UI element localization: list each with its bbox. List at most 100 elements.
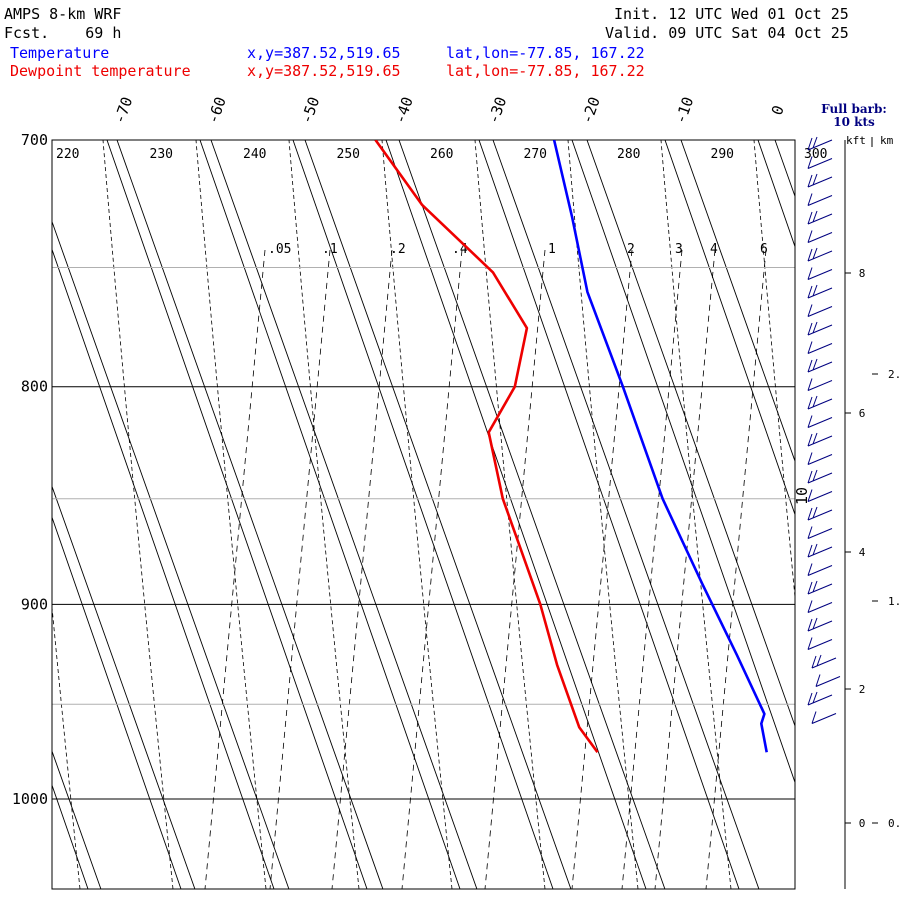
wind-barb-staff <box>807 509 833 521</box>
wind-barb-feather <box>812 321 818 334</box>
moist-adiabat-line <box>195 140 267 889</box>
isotherm-label: -70 <box>110 94 136 126</box>
wind-barb-staff <box>807 287 833 299</box>
wind-barb <box>807 193 833 206</box>
wind-barb <box>807 378 833 391</box>
wind-barb-feather <box>807 156 813 169</box>
mixing-ratio-label: 4 <box>710 242 718 257</box>
theta-label: 300 <box>804 147 827 162</box>
wind-barb <box>807 230 833 243</box>
wind-barb-staff <box>807 417 833 428</box>
isotherm-label: -20 <box>578 94 604 126</box>
wind-barb-feather <box>807 396 813 410</box>
wind-barb <box>807 600 833 613</box>
wind-barb <box>811 711 837 724</box>
wind-barb <box>811 654 837 669</box>
isotherm-line <box>680 140 795 463</box>
wind-barb-staff <box>807 380 833 391</box>
wind-barb <box>807 617 833 632</box>
dry-adiabat-line <box>52 248 275 889</box>
init-value: 12 UTC Wed 01 Oct 25 <box>668 5 849 23</box>
wind-barb <box>807 173 833 188</box>
wind-barb-feather <box>812 617 818 630</box>
wind-barb-feather <box>812 210 818 223</box>
wind-barb-feather <box>807 359 813 373</box>
model-title: AMPS 8-km WRF <box>4 5 122 23</box>
isotherm-line <box>52 485 196 889</box>
mixing-ratio-line <box>331 249 393 889</box>
wind-barb-staff <box>807 343 833 354</box>
wind-barb-staff <box>807 195 833 206</box>
isotherm-line <box>869 140 900 889</box>
wind-barb-feather <box>807 415 813 428</box>
wind-barb-feather <box>811 711 817 724</box>
mixing-ratio-label: .1 <box>322 242 338 257</box>
wind-barb-staff <box>807 250 833 262</box>
dewpoint-line <box>374 140 599 753</box>
dry-adiabat-line <box>851 140 900 889</box>
mixing-ratio-label: 3 <box>675 242 683 257</box>
wind-barb <box>807 156 833 169</box>
wind-barb-feather <box>807 211 813 225</box>
moist-adiabat-line <box>753 140 795 602</box>
wind-barb-feather <box>807 489 813 502</box>
wind-barb-feather <box>807 470 813 484</box>
wind-barb-staff <box>807 232 833 243</box>
plot-frame <box>51 139 796 890</box>
valid-time: Valid. 09 UTC Sat 04 Oct 25 <box>605 24 849 42</box>
moist-adiabat-line <box>660 140 732 889</box>
wind-barb-feather <box>812 543 818 556</box>
dry-adiabat-line <box>292 140 554 889</box>
wind-barb-feather <box>807 544 813 558</box>
wind-barb-staff <box>807 435 833 447</box>
wind-barb <box>807 321 833 336</box>
moist-adiabat-line <box>288 140 360 889</box>
wind-note-line2: 10 kts <box>833 115 875 129</box>
wind-barb <box>807 469 833 484</box>
height-ticks: 8 6 4 2 0 2. 1. 0. <box>845 267 900 830</box>
mixing-ratio-line <box>484 249 546 889</box>
wind-barb-staff <box>807 324 833 336</box>
wind-barb-staff <box>807 361 833 373</box>
wind-barb-staff <box>807 472 833 484</box>
wind-barb-feather <box>812 469 818 482</box>
wind-barb-feather <box>812 691 818 704</box>
pressure-tick-label: 800 <box>21 378 48 396</box>
wind-barb-staff <box>815 676 841 687</box>
wind-barb-feather <box>812 247 818 260</box>
theta-label: 260 <box>430 147 453 162</box>
wind-barb-staff <box>807 269 833 280</box>
wind-barb-staff <box>807 602 833 613</box>
isotherm-line <box>304 140 572 889</box>
wind-barb <box>807 563 833 576</box>
theta-label: 270 <box>524 147 547 162</box>
kft-tick-label: 4 <box>859 546 866 559</box>
isotherm-line <box>116 140 384 889</box>
pressure-tick-label: 1000 <box>12 790 48 808</box>
wind-barb-staff <box>807 454 833 465</box>
wind-barb-staff <box>807 528 833 539</box>
km-tick-label: 1. <box>888 595 900 608</box>
wind-barb-feather <box>812 395 818 408</box>
mixing-ratio-line <box>204 249 266 889</box>
mixing-ratio-line <box>654 249 716 889</box>
wind-barb <box>807 691 833 706</box>
theta-label: 240 <box>243 147 266 162</box>
wind-barb-feather <box>815 674 821 687</box>
wind-barb-feather <box>807 581 813 595</box>
wind-barb-feather <box>807 692 813 706</box>
wind-barb <box>807 489 833 502</box>
fcst-value: 69 h <box>85 24 122 42</box>
mixing-ratio-label: .4 <box>452 242 468 257</box>
wind-barb <box>807 341 833 354</box>
legend-dewpoint-latlon: lat,lon=-77.85, 167.22 <box>446 62 645 80</box>
wind-barb-feather <box>807 341 813 354</box>
moist-adiabat-line <box>102 140 174 889</box>
wind-barb-feather <box>811 655 817 669</box>
wind-barb-feather <box>807 285 813 299</box>
init-label: Init. <box>614 5 660 23</box>
wind-barb-feather <box>807 452 813 465</box>
isotherm-line <box>52 220 290 889</box>
wind-barb-staff <box>807 546 833 558</box>
wind-barb <box>807 395 833 410</box>
